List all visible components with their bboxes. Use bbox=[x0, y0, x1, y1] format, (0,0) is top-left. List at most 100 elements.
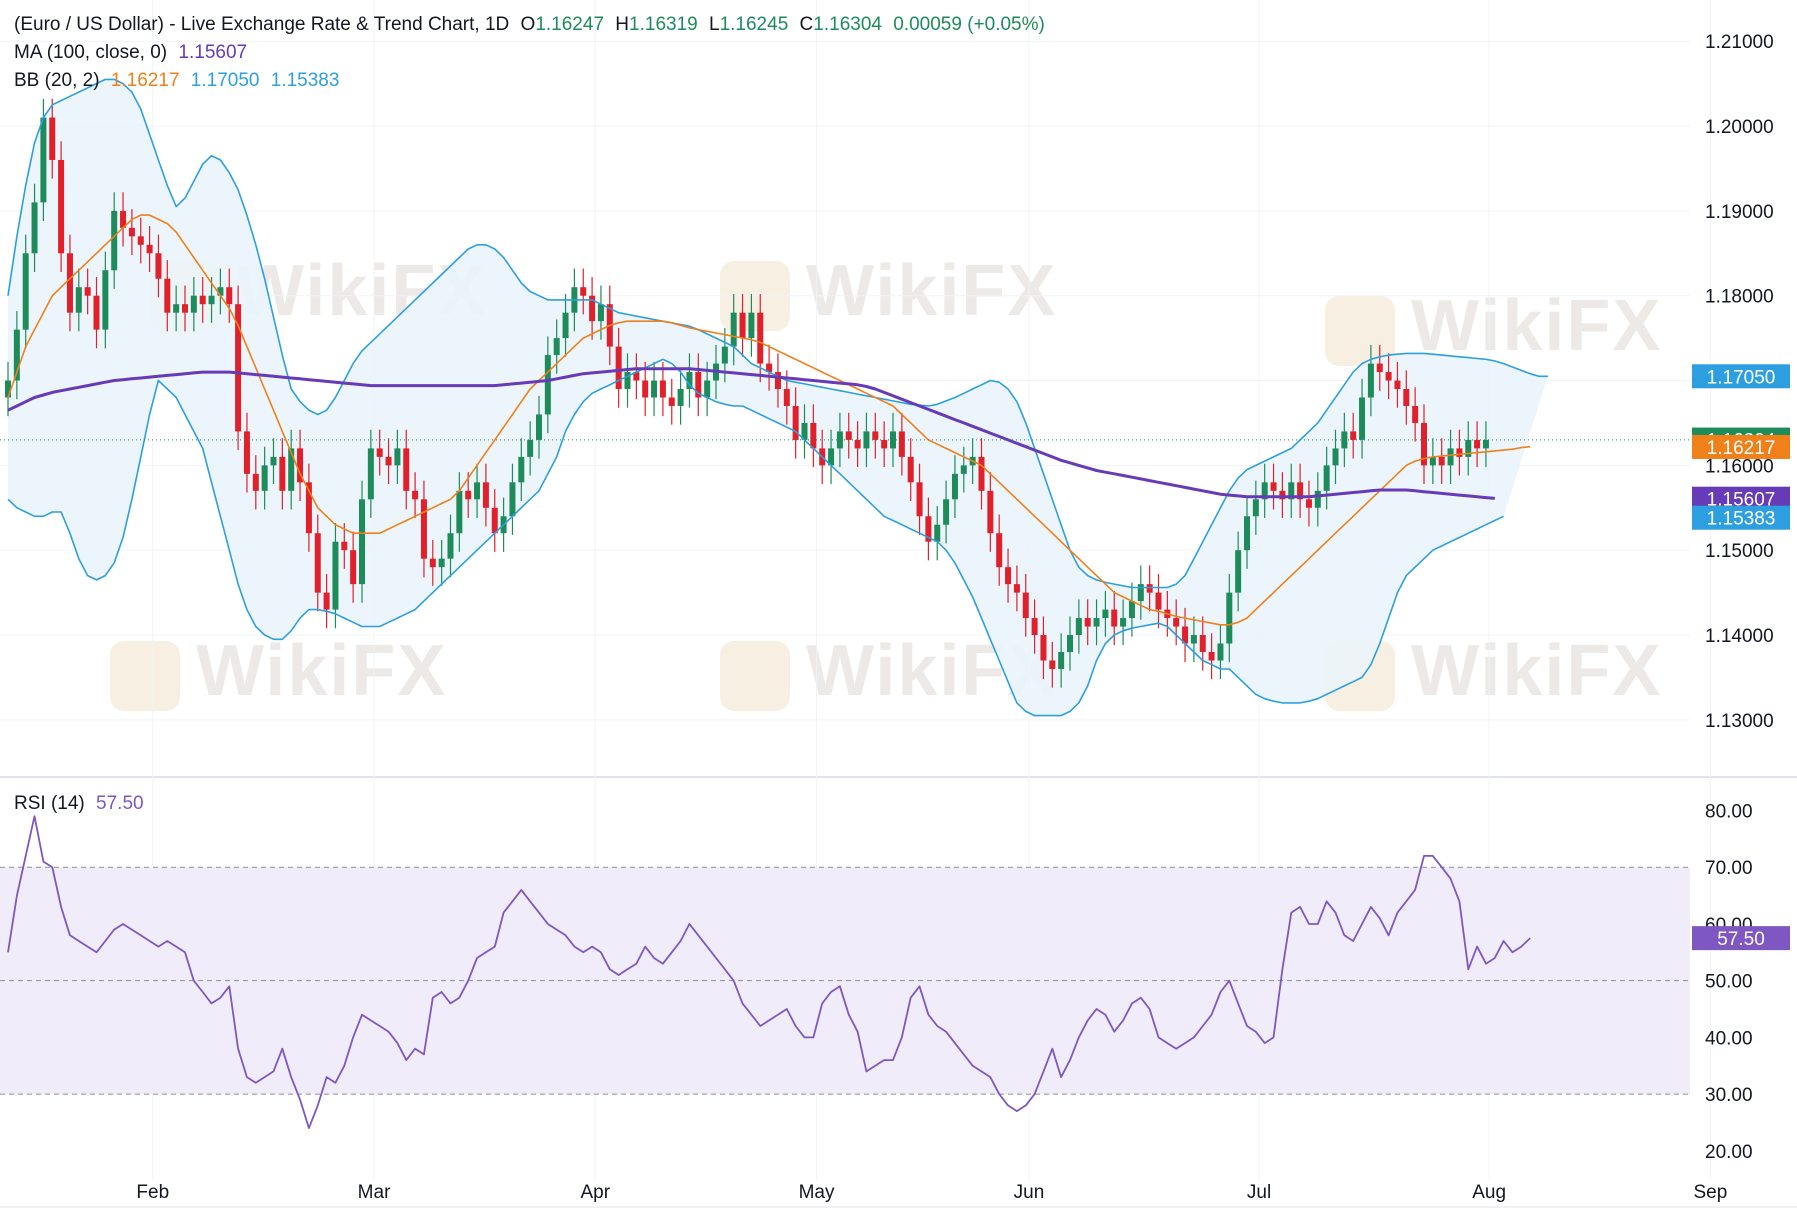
candle-body bbox=[730, 312, 737, 347]
candle-body bbox=[1385, 372, 1392, 381]
price-tick-label: 1.14000 bbox=[1705, 626, 1774, 647]
bb-legend-lower: 1.15383 bbox=[270, 70, 340, 91]
candle-body bbox=[75, 287, 82, 313]
candle-body bbox=[1120, 618, 1127, 627]
candle-body bbox=[465, 490, 472, 500]
candle-body bbox=[872, 431, 879, 440]
candle-body bbox=[783, 389, 790, 406]
time-tick-label: Aug bbox=[1472, 1182, 1506, 1203]
close-value: 1.16304 bbox=[813, 14, 882, 35]
candle-body bbox=[252, 473, 259, 491]
candle-body bbox=[111, 210, 118, 271]
candle-body bbox=[597, 304, 604, 322]
candle-body bbox=[1173, 618, 1180, 627]
candle-body bbox=[1456, 448, 1463, 457]
candle-body bbox=[482, 482, 489, 508]
candle-body bbox=[1412, 405, 1419, 423]
candle-body bbox=[1049, 660, 1056, 669]
price-badge bbox=[1692, 505, 1790, 530]
candle-body bbox=[137, 236, 144, 245]
candle-body bbox=[31, 202, 38, 254]
candle-body bbox=[925, 516, 932, 542]
candle-body bbox=[84, 287, 91, 296]
wikifx-logo-icon bbox=[720, 640, 790, 711]
candle-body bbox=[420, 499, 427, 559]
candle-body bbox=[199, 295, 206, 305]
candle-body bbox=[1093, 618, 1100, 627]
candle-body bbox=[1190, 635, 1197, 644]
price-badge-label: 1.15607 bbox=[1707, 490, 1776, 511]
time-tick-label: Jun bbox=[1014, 1182, 1045, 1203]
candle-body bbox=[376, 448, 383, 457]
bb-basis-line bbox=[7, 214, 1531, 626]
candle-body bbox=[5, 380, 11, 398]
candle-body bbox=[447, 533, 454, 559]
candle-body bbox=[1244, 516, 1250, 551]
price-tick-label: 1.18000 bbox=[1705, 287, 1774, 308]
candle-body bbox=[739, 312, 746, 339]
candle-body bbox=[367, 448, 374, 500]
price-tick-label: 1.19000 bbox=[1705, 202, 1774, 223]
rsi-badge bbox=[1692, 926, 1790, 951]
bb-legend-basis: 1.16217 bbox=[110, 70, 180, 91]
candle-body bbox=[1022, 592, 1029, 619]
candle-body bbox=[1350, 431, 1357, 440]
rsi-tick-label: 80.00 bbox=[1705, 802, 1753, 823]
candle-body bbox=[1155, 592, 1162, 610]
candle-body bbox=[1058, 651, 1065, 669]
candle-body bbox=[527, 439, 534, 457]
candle-body bbox=[1323, 465, 1330, 491]
candle-body bbox=[898, 431, 905, 457]
candle-body bbox=[951, 473, 958, 500]
candle-body bbox=[854, 439, 861, 449]
ma-legend: MA (100, close, 0) 1.15607 bbox=[14, 42, 253, 64]
rsi-tick-label: 20.00 bbox=[1705, 1142, 1753, 1163]
candle-body bbox=[385, 456, 392, 466]
candle-body bbox=[633, 372, 640, 381]
price-tick-label: 1.21000 bbox=[1705, 32, 1774, 53]
rsi-legend: RSI (14) 57.50 bbox=[14, 793, 150, 815]
price-tick-label: 1.13000 bbox=[1705, 711, 1774, 732]
candle-body bbox=[934, 524, 941, 542]
candle-body bbox=[1332, 448, 1339, 466]
candle-body bbox=[93, 295, 100, 330]
candle-body bbox=[518, 456, 525, 483]
bb-legend: BB (20, 2) 1.16217 1.17050 1.15383 bbox=[14, 70, 345, 92]
candle-body bbox=[305, 482, 312, 534]
chart-title: (Euro / US Dollar) - Live Exchange Rate … bbox=[14, 14, 510, 35]
low-label: L bbox=[709, 14, 720, 35]
rsi-tick-label: 30.00 bbox=[1705, 1085, 1753, 1106]
rsi-badge-label: 57.50 bbox=[1717, 929, 1765, 950]
time-tick-label: May bbox=[799, 1182, 835, 1203]
candle-body bbox=[394, 448, 401, 466]
candle-body bbox=[1252, 499, 1259, 517]
candle-body bbox=[509, 482, 516, 517]
candle-body bbox=[182, 304, 188, 313]
candle-body bbox=[1137, 584, 1144, 602]
candle-body bbox=[1235, 550, 1242, 593]
candle-body bbox=[677, 389, 684, 406]
candle-body bbox=[1261, 482, 1268, 500]
high-value: 1.16319 bbox=[629, 14, 698, 35]
time-tick-label: Feb bbox=[136, 1182, 169, 1203]
candle-body bbox=[288, 448, 295, 491]
time-tick-label: Apr bbox=[581, 1182, 611, 1203]
candle-body bbox=[1482, 439, 1489, 449]
candle-body bbox=[996, 533, 1003, 568]
candle-body bbox=[1102, 609, 1109, 619]
wikifx-logo-icon bbox=[1325, 295, 1395, 366]
indicator-line-layer bbox=[0, 78, 1690, 717]
candle-body bbox=[1128, 601, 1135, 619]
candle-body bbox=[270, 456, 277, 466]
rsi-legend-label: RSI (14) bbox=[14, 793, 85, 814]
rsi-line bbox=[7, 815, 1531, 1129]
candle-body bbox=[279, 456, 286, 491]
candle-body bbox=[589, 295, 596, 322]
candle-body bbox=[261, 465, 268, 491]
candle-body bbox=[456, 490, 463, 534]
candle-body bbox=[1111, 609, 1118, 627]
candle-body bbox=[562, 312, 569, 339]
candle-body bbox=[536, 414, 542, 440]
candle-body bbox=[801, 422, 808, 440]
